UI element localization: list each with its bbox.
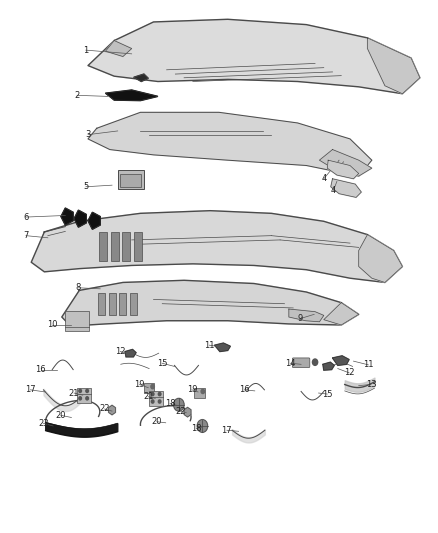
Bar bbox=[98, 293, 105, 316]
Text: 20: 20 bbox=[56, 411, 66, 420]
Polygon shape bbox=[184, 407, 191, 417]
Bar bbox=[109, 293, 116, 316]
Text: 16: 16 bbox=[35, 365, 46, 374]
Text: 15: 15 bbox=[157, 359, 167, 368]
Polygon shape bbox=[106, 41, 132, 56]
Circle shape bbox=[312, 359, 318, 366]
Bar bbox=[194, 388, 205, 398]
Text: 2: 2 bbox=[74, 91, 80, 100]
Text: 8: 8 bbox=[76, 283, 81, 292]
Circle shape bbox=[79, 389, 81, 392]
Polygon shape bbox=[324, 303, 359, 325]
Text: 18: 18 bbox=[191, 424, 201, 433]
Bar bbox=[111, 232, 119, 261]
Circle shape bbox=[158, 392, 161, 395]
Text: 16: 16 bbox=[239, 385, 250, 394]
Circle shape bbox=[158, 400, 161, 403]
Polygon shape bbox=[74, 210, 86, 227]
Polygon shape bbox=[289, 309, 324, 322]
Polygon shape bbox=[331, 179, 361, 197]
Text: 22: 22 bbox=[99, 405, 110, 414]
Text: 17: 17 bbox=[222, 426, 232, 435]
Text: 6: 6 bbox=[23, 213, 29, 222]
Text: 13: 13 bbox=[366, 380, 376, 389]
Text: 4: 4 bbox=[331, 186, 336, 195]
Text: 23: 23 bbox=[38, 419, 49, 428]
Text: 22: 22 bbox=[175, 407, 186, 416]
Polygon shape bbox=[88, 212, 100, 229]
Polygon shape bbox=[367, 38, 420, 94]
Text: 3: 3 bbox=[85, 130, 91, 139]
Text: 7: 7 bbox=[23, 231, 29, 240]
Circle shape bbox=[86, 397, 88, 400]
Text: 11: 11 bbox=[363, 360, 374, 369]
Polygon shape bbox=[359, 235, 403, 282]
Polygon shape bbox=[62, 280, 359, 326]
Polygon shape bbox=[319, 150, 372, 176]
Polygon shape bbox=[88, 112, 372, 176]
Circle shape bbox=[197, 419, 208, 432]
Circle shape bbox=[201, 389, 205, 393]
Polygon shape bbox=[88, 19, 420, 94]
Text: 11: 11 bbox=[204, 341, 215, 350]
Text: 12: 12 bbox=[344, 368, 354, 377]
Bar bbox=[120, 174, 141, 187]
Text: 1: 1 bbox=[83, 46, 88, 55]
Circle shape bbox=[86, 389, 88, 392]
Bar bbox=[131, 293, 138, 316]
Bar bbox=[77, 387, 91, 402]
Polygon shape bbox=[31, 211, 403, 282]
Polygon shape bbox=[323, 362, 334, 370]
Bar bbox=[65, 311, 89, 332]
Text: 21: 21 bbox=[143, 392, 153, 401]
Text: 17: 17 bbox=[25, 385, 35, 394]
Bar bbox=[99, 232, 107, 261]
Text: 19: 19 bbox=[134, 380, 145, 389]
Text: 15: 15 bbox=[322, 390, 332, 399]
Circle shape bbox=[151, 392, 154, 395]
Polygon shape bbox=[332, 356, 349, 366]
Circle shape bbox=[79, 397, 81, 400]
Text: 5: 5 bbox=[83, 182, 88, 191]
Text: 14: 14 bbox=[285, 359, 296, 368]
Bar bbox=[134, 232, 142, 261]
Bar bbox=[149, 391, 163, 406]
Text: 12: 12 bbox=[115, 347, 126, 356]
Polygon shape bbox=[215, 343, 230, 352]
Text: 10: 10 bbox=[47, 320, 57, 329]
Polygon shape bbox=[109, 405, 116, 415]
Text: 20: 20 bbox=[152, 417, 162, 426]
Polygon shape bbox=[61, 208, 73, 225]
Polygon shape bbox=[134, 74, 148, 82]
Bar bbox=[120, 293, 127, 316]
Circle shape bbox=[151, 400, 154, 403]
Bar bbox=[118, 170, 144, 189]
Circle shape bbox=[173, 398, 184, 411]
Text: 21: 21 bbox=[69, 389, 79, 398]
Polygon shape bbox=[106, 90, 158, 101]
Text: 19: 19 bbox=[187, 385, 197, 394]
Text: 4: 4 bbox=[321, 174, 326, 183]
Polygon shape bbox=[327, 160, 359, 179]
FancyBboxPatch shape bbox=[292, 358, 310, 368]
Bar bbox=[122, 232, 130, 261]
Text: 18: 18 bbox=[165, 399, 175, 408]
Polygon shape bbox=[125, 350, 136, 357]
Circle shape bbox=[151, 384, 154, 389]
Text: 9: 9 bbox=[297, 314, 303, 323]
Bar bbox=[144, 383, 154, 393]
